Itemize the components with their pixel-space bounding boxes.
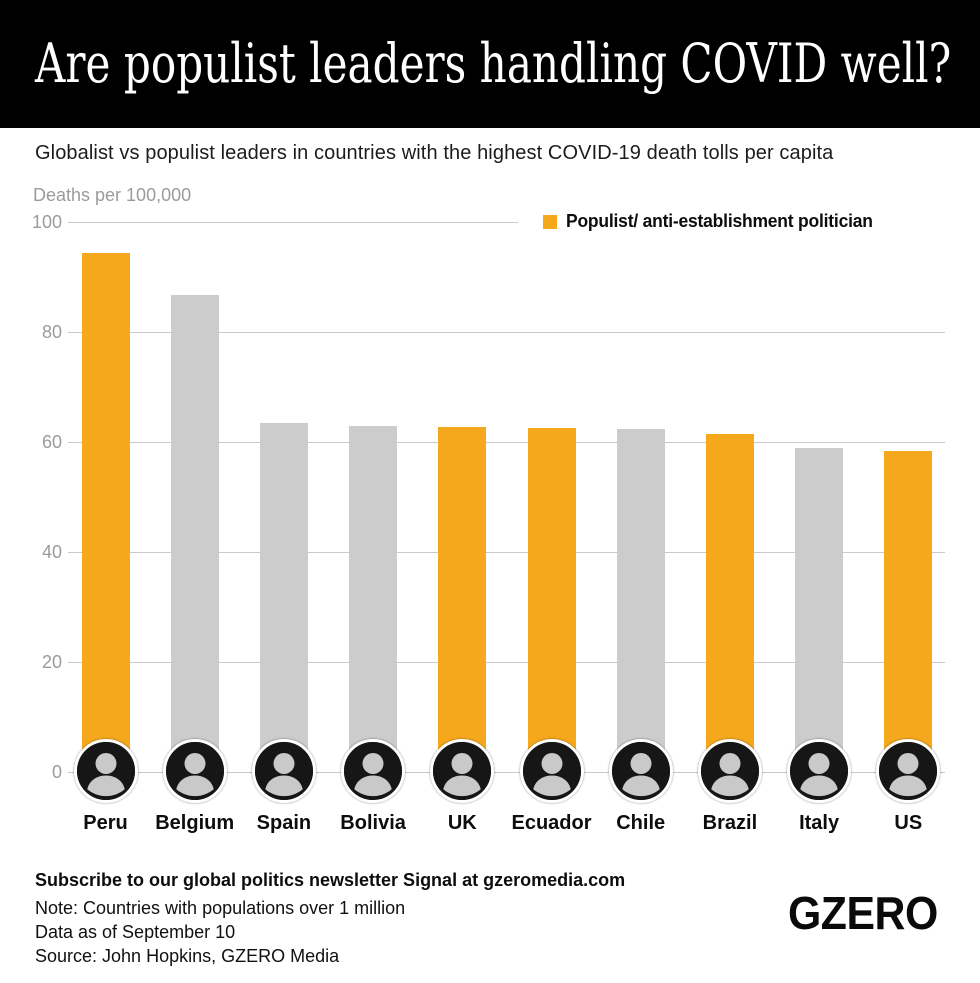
country-label-brazil: Brazil [702,812,758,834]
bar-bolivia [349,425,398,772]
bar-brazil [705,434,754,772]
chart-subtitle: Globalist vs populist leaders in countri… [35,142,834,164]
leader-photo-brazil [697,739,762,803]
country-label-us: US [894,812,923,834]
legend-label: Populist/ anti-establishment politician [566,211,873,231]
country-label-ecuador: Ecuador [511,812,592,834]
footer-subscribe-text: Subscribe to our global politics newslet… [35,870,626,890]
gridline-40 [68,552,945,553]
gridline-100 [68,222,518,223]
country-label-bolivia: Bolivia [340,812,406,834]
gzero-logo: GZERO [788,887,938,939]
y-tick-label-40: 40 [41,542,62,562]
bar-ecuador [527,427,576,772]
y-tick-label-80: 80 [41,322,62,342]
country-label-chile: Chile [616,812,666,834]
country-label-spain: Spain [256,812,312,834]
gridline-80 [68,332,945,333]
footer-source-text: Source: John Hopkins, GZERO Media [35,946,340,966]
country-label-uk: UK [447,812,477,834]
y-tick-label-20: 20 [41,652,62,672]
y-tick-label-100: 100 [31,212,62,232]
bar-belgium [170,294,219,772]
leader-photo-chile [608,739,673,803]
y-tick-label-0: 0 [51,762,62,782]
y-tick-label-60: 60 [41,432,62,452]
leader-photo-bolivia [341,739,406,803]
bar-peru [81,253,130,772]
leader-photo-ecuador [519,739,584,803]
gridline-20 [68,662,945,663]
gridline-0 [68,772,945,773]
leader-photo-spain [251,739,316,803]
bar-italy [795,448,844,772]
bar-chile [616,428,665,772]
footer-data-date-text: Data as of September 10 [35,922,236,942]
legend-swatch-icon [543,214,557,229]
leader-photo-uk [430,739,495,803]
leader-photo-us [876,739,941,803]
leader-photo-peru [73,739,138,803]
footer-note-text: Note: Countries with populations over 1 … [35,898,406,918]
bar-us [884,450,933,772]
bar-spain [259,422,308,772]
chart-legend: Populist/ anti-establishment politician [543,211,882,232]
y-axis-title: Deaths per 100,000 [33,185,192,205]
leader-photo-belgium [162,739,227,803]
country-label-peru: Peru [83,812,128,834]
country-label-italy: Italy [799,812,840,834]
leader-photo-italy [787,739,852,803]
gridline-60 [68,442,945,443]
country-label-belgium: Belgium [155,812,235,834]
bar-uk [438,426,487,772]
page-title: Are populist leaders handling COVID well… [35,32,952,95]
header-bar: Are populist leaders handling COVID well… [0,0,980,128]
